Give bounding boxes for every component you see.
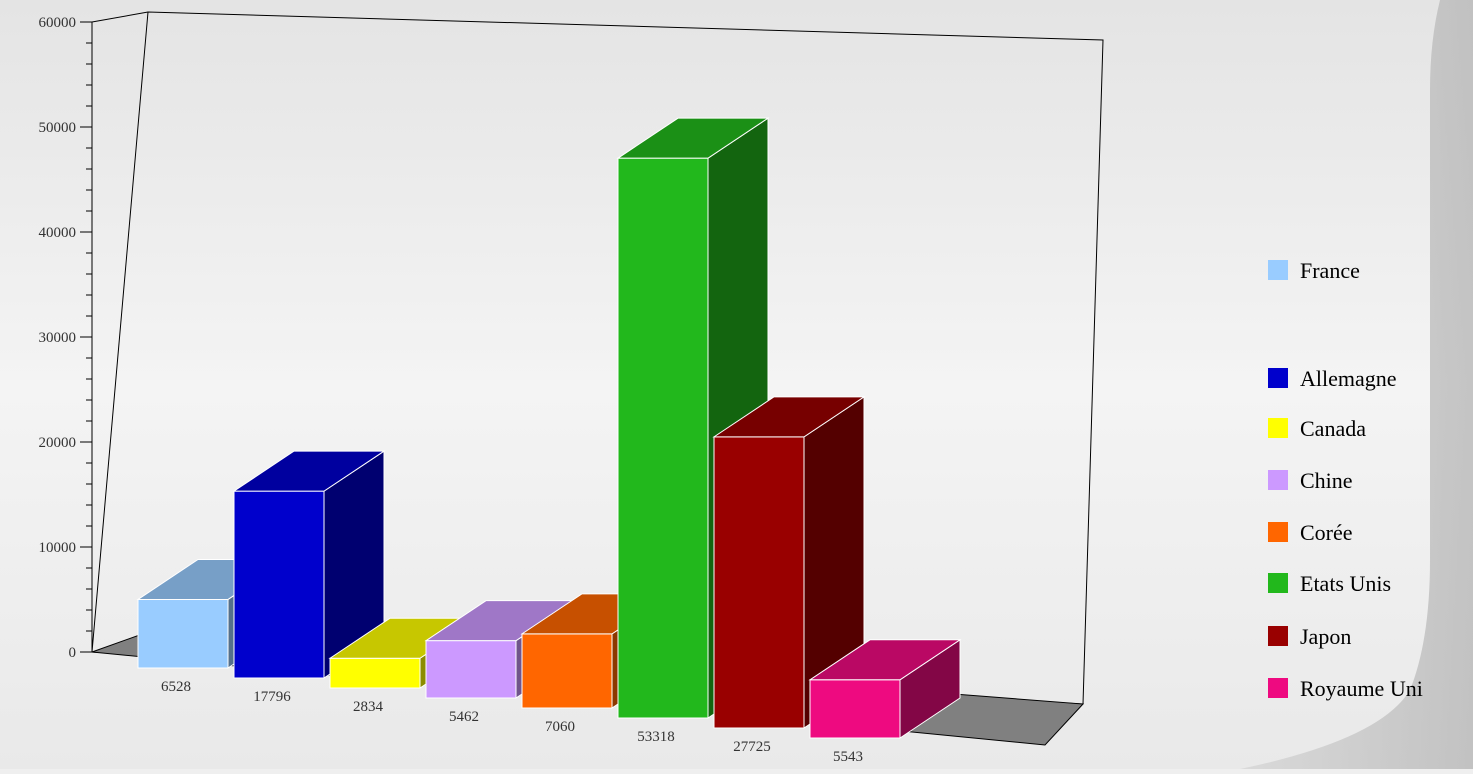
bar-front-face [809,679,901,739]
legend-swatch [1268,678,1288,698]
legend-label: Corée [1300,520,1353,545]
bar-top-face [232,450,386,492]
legend-item: Canada [1268,416,1366,441]
legend: France Allemagne Canada Chine Corée Etats Uni… [1268,258,1423,701]
y-tick-label: 20000 [39,435,77,451]
depth-line-top [91,11,149,23]
legend-label: Allemagne [1300,366,1397,391]
bar-japon [712,395,866,729]
legend-item: France [1268,258,1360,283]
bar-allemagne [232,450,386,679]
legend-label: France [1300,258,1360,283]
legend-swatch [1268,470,1288,490]
bar-value-label: 2834 [353,699,384,715]
legend-item: Chine [1268,468,1353,493]
bar-value-label: 5462 [449,709,479,725]
legend-label: Canada [1300,416,1366,441]
legend-item: Japon [1268,624,1351,649]
y-tick-label: 10000 [39,540,77,556]
bar-front-face [713,436,805,729]
bar-front-face [521,633,613,709]
legend-label: Japon [1300,624,1351,649]
bar-front-face [425,640,517,699]
bar-value-label: 5543 [833,749,863,765]
bar-value-label: 7060 [545,719,575,735]
bar-top-face [808,639,962,681]
legend-swatch [1268,573,1288,593]
bar-front-face [329,657,421,689]
bar-royaume-uni [808,638,962,739]
legend-swatch [1268,418,1288,438]
legend-swatch [1268,368,1288,388]
y-tick-label: 60000 [39,15,77,31]
bar-value-label: 17796 [253,689,291,705]
bar-front-face [233,490,325,679]
y-tick-label: 30000 [39,330,77,346]
legend-item: Royaume Uni [1268,676,1423,701]
legend-label: Royaume Uni [1300,676,1423,701]
legend-label: Chine [1300,468,1353,493]
legend-item: Etats Unis [1268,571,1391,596]
bar-value-label: 27725 [733,739,771,755]
value-labels: 6528 17796 2834 5462 7060 53318 27725 5543 [161,679,863,765]
bar-value-label: 53318 [637,729,675,745]
y-tick-label: 50000 [39,120,77,136]
legend-swatch [1268,260,1288,280]
legend-item: Allemagne [1268,366,1397,391]
bar-top-face [712,396,866,438]
legend-item: Corée [1268,520,1353,545]
bars [136,117,962,739]
bar-top-face [616,117,770,159]
y-tick-label: 0 [69,645,77,661]
legend-swatch [1268,522,1288,542]
legend-swatch [1268,626,1288,646]
bar-value-label: 6528 [161,679,191,695]
legend-label: Etats Unis [1300,571,1391,596]
bar-front-face [137,598,229,669]
bar-front-face [617,157,709,719]
background-edge-decoration [1240,0,1473,769]
y-tick-label: 40000 [39,225,77,241]
